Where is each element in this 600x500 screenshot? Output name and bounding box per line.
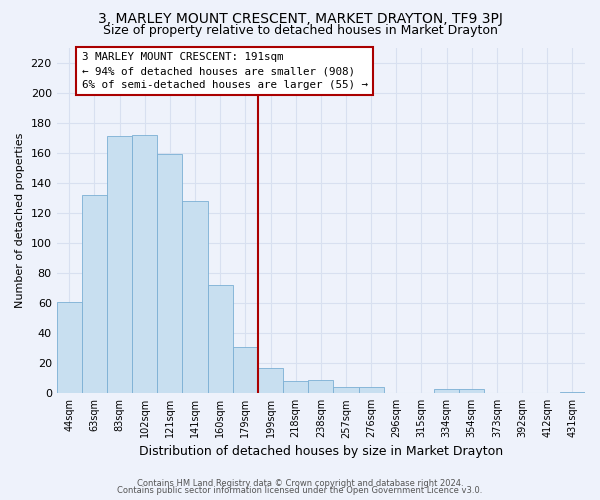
Bar <box>56 302 82 393</box>
Bar <box>308 380 334 393</box>
Text: 3, MARLEY MOUNT CRESCENT, MARKET DRAYTON, TF9 3PJ: 3, MARLEY MOUNT CRESCENT, MARKET DRAYTON… <box>98 12 502 26</box>
Bar <box>233 346 258 393</box>
Bar <box>132 134 157 393</box>
Bar <box>283 381 308 393</box>
Text: Contains HM Land Registry data © Crown copyright and database right 2024.: Contains HM Land Registry data © Crown c… <box>137 478 463 488</box>
Bar <box>157 154 182 393</box>
Bar <box>208 285 233 393</box>
Bar <box>182 201 208 393</box>
Bar <box>560 392 585 393</box>
Bar <box>434 388 459 393</box>
Bar <box>258 368 283 393</box>
Text: Size of property relative to detached houses in Market Drayton: Size of property relative to detached ho… <box>103 24 497 37</box>
Text: 3 MARLEY MOUNT CRESCENT: 191sqm
← 94% of detached houses are smaller (908)
6% of: 3 MARLEY MOUNT CRESCENT: 191sqm ← 94% of… <box>82 52 368 90</box>
X-axis label: Distribution of detached houses by size in Market Drayton: Distribution of detached houses by size … <box>139 444 503 458</box>
Bar <box>334 387 359 393</box>
Y-axis label: Number of detached properties: Number of detached properties <box>15 132 25 308</box>
Text: Contains public sector information licensed under the Open Government Licence v3: Contains public sector information licen… <box>118 486 482 495</box>
Bar <box>107 136 132 393</box>
Bar <box>359 387 384 393</box>
Bar <box>82 195 107 393</box>
Bar <box>459 388 484 393</box>
